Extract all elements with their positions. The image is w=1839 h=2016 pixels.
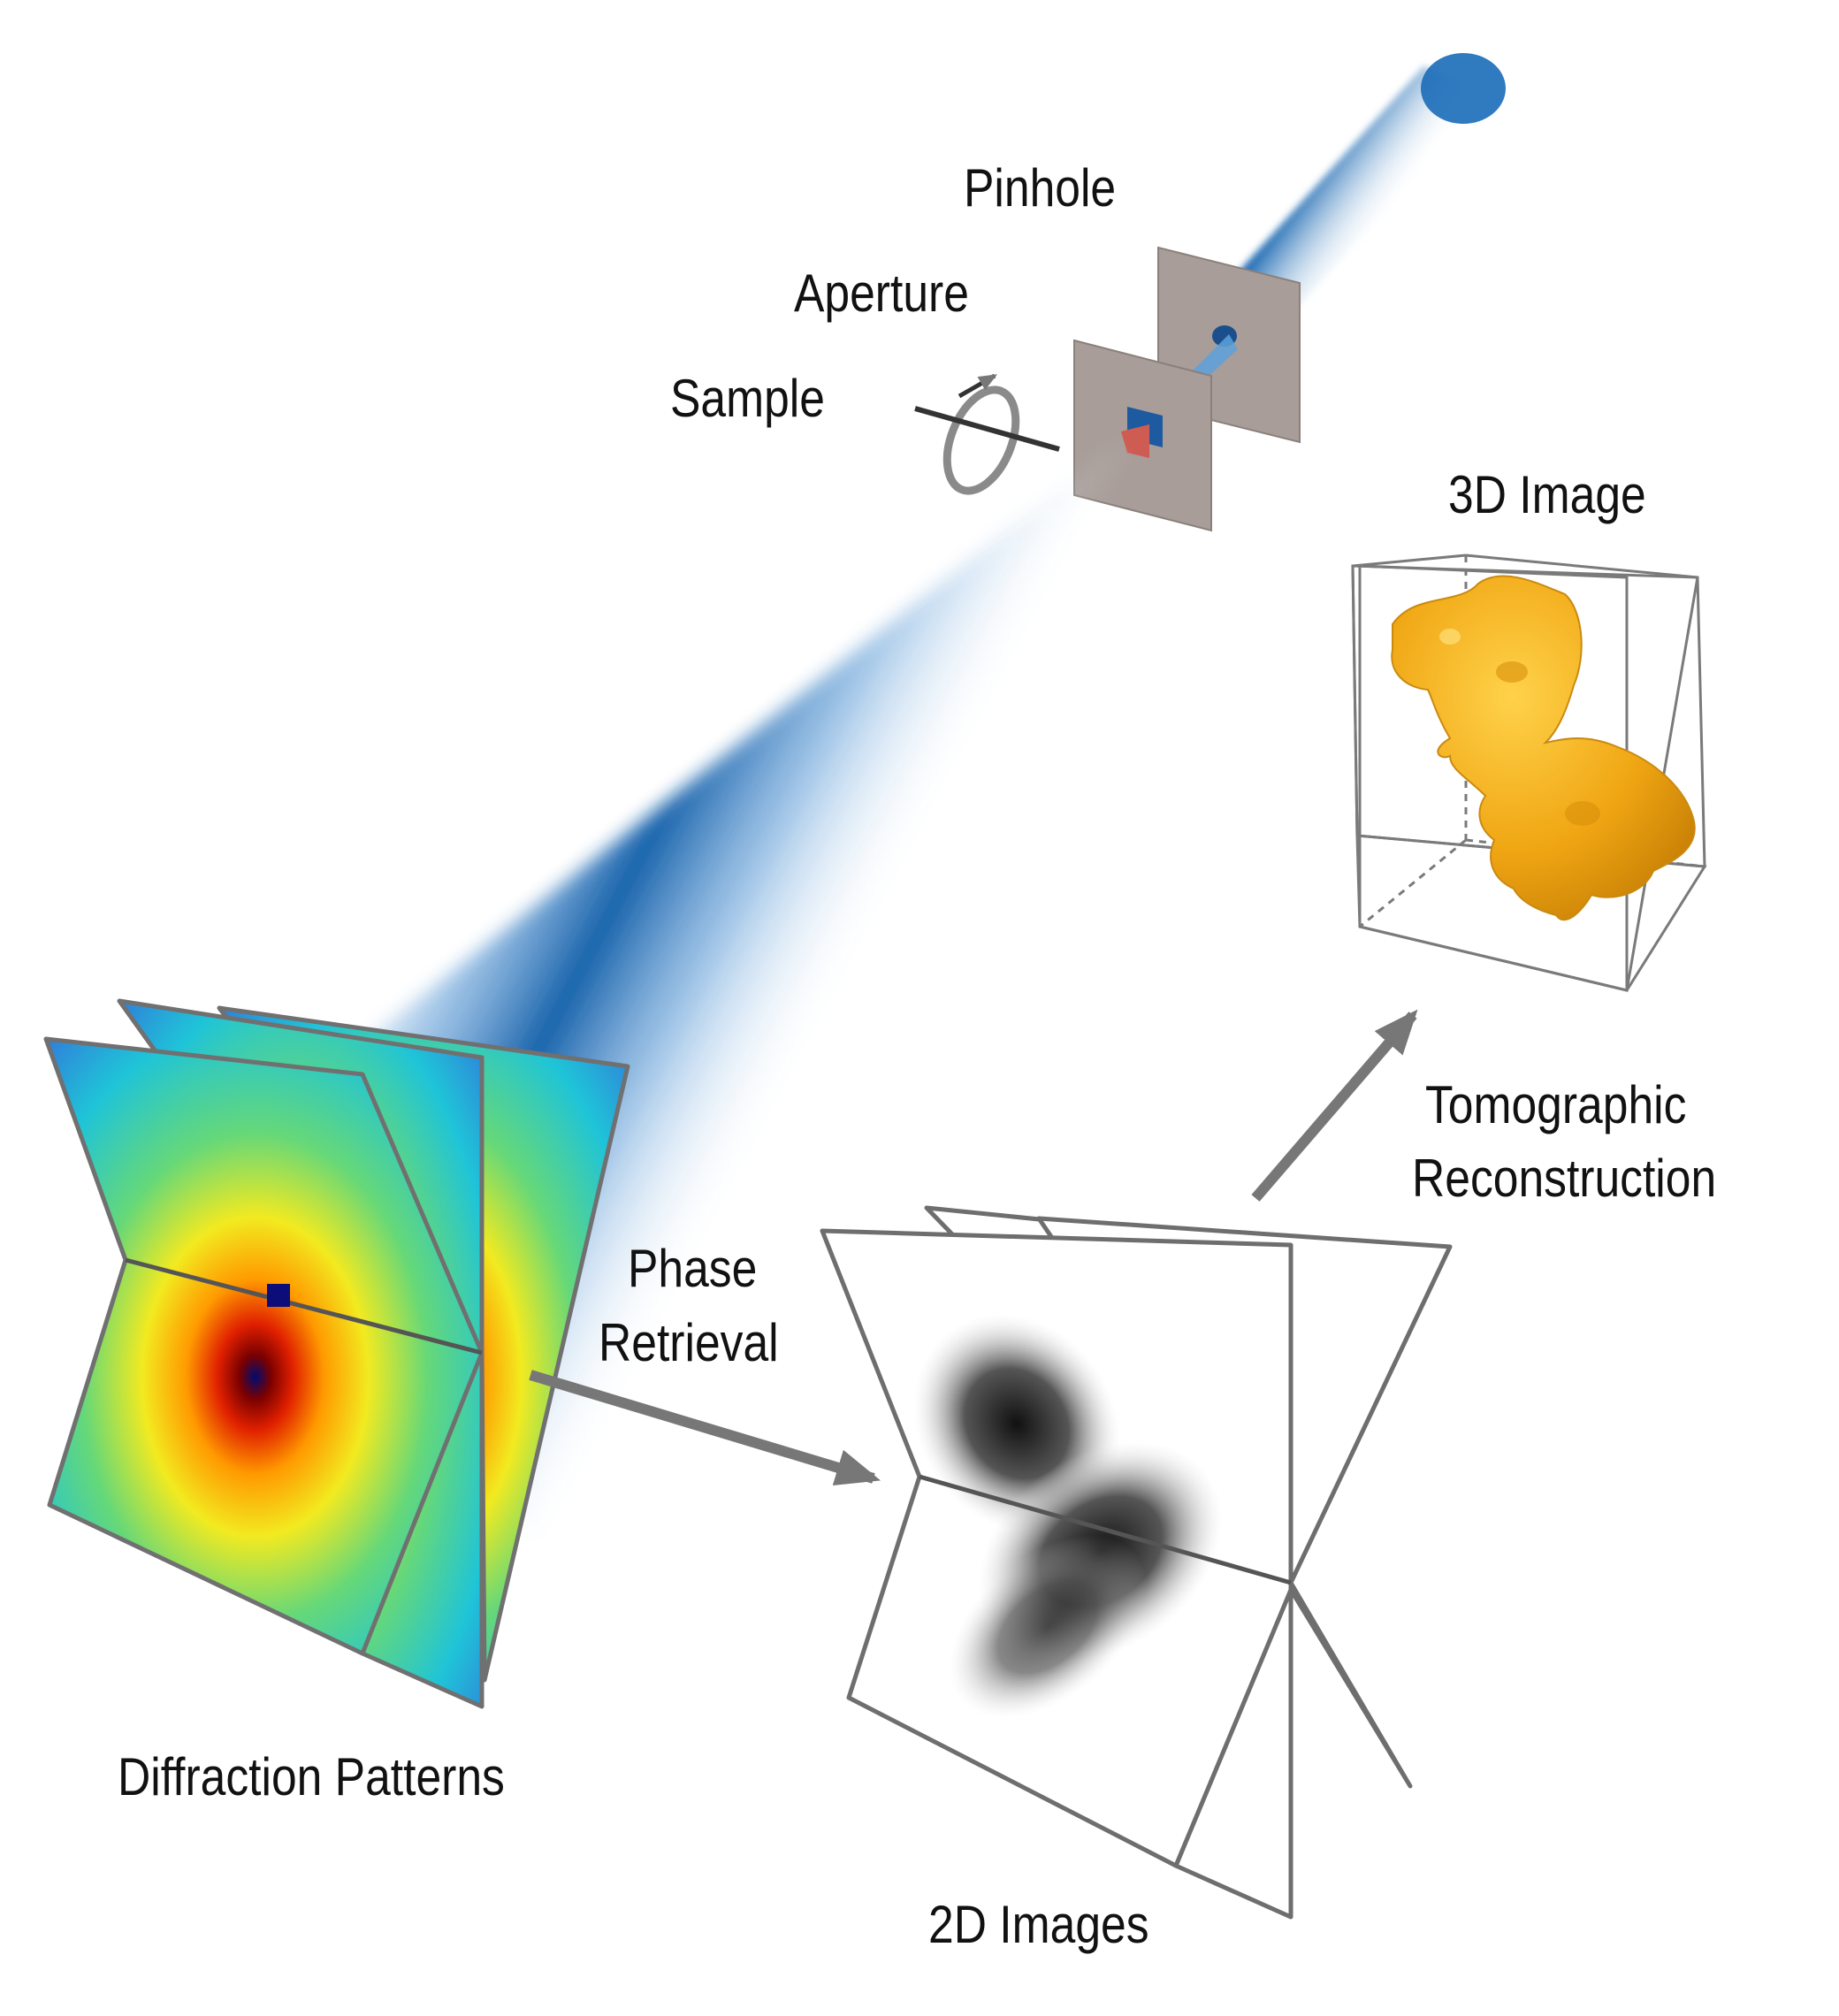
label-aperture: Aperture: [794, 263, 969, 323]
label-phase: Phase: [628, 1239, 758, 1298]
rotation-icon: [914, 373, 1060, 495]
label-pinhole: Pinhole: [964, 158, 1117, 218]
label-tomographic: Tomographic: [1425, 1075, 1687, 1134]
sample: [1121, 424, 1149, 458]
label-sample: Sample: [670, 369, 825, 428]
label-diffraction-patterns: Diffraction Patterns: [118, 1747, 505, 1806]
tomographic-arrow: [1251, 1009, 1418, 1202]
label-2d-images: 2D Images: [928, 1895, 1149, 1954]
2d-image-planes: [820, 1205, 1453, 1920]
3d-object: [1391, 575, 1696, 921]
diffraction-patterns: [43, 998, 630, 1709]
label-reconstruction: Reconstruction: [1412, 1149, 1717, 1208]
label-3d-image: 3D Image: [1448, 465, 1646, 524]
phase-retrieval-arrow: [529, 1370, 881, 1485]
label-retrieval: Retrieval: [599, 1313, 779, 1372]
